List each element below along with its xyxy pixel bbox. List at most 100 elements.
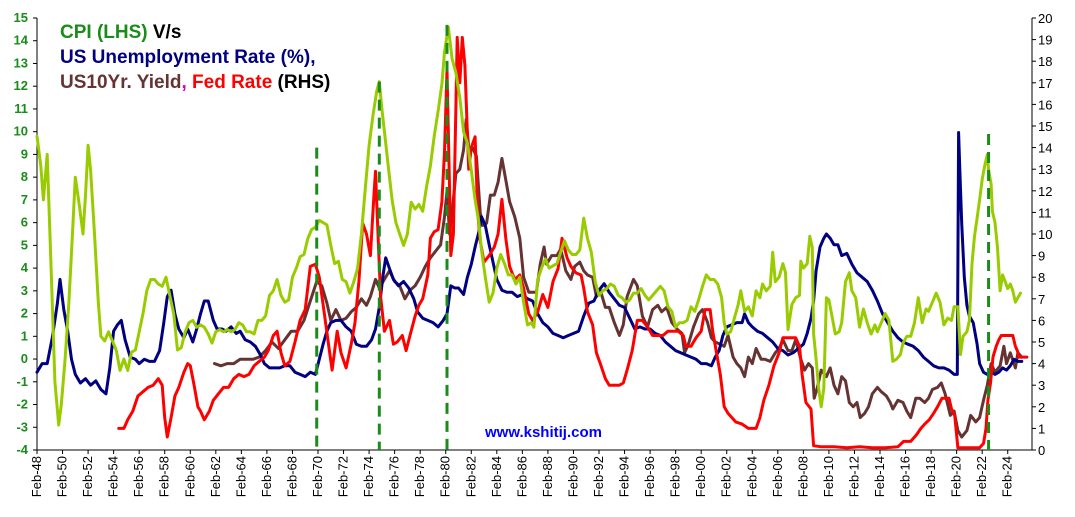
- left-tick-label: 0: [21, 351, 28, 366]
- left-tick-label: -2: [16, 397, 28, 412]
- right-tick-label: 15: [1038, 119, 1052, 134]
- x-tick-label: Feb-80: [438, 456, 453, 497]
- legend-cpi: CPI (LHS): [60, 22, 148, 43]
- left-tick-label: 7: [21, 192, 28, 207]
- x-tick-label: Feb-14: [872, 456, 887, 497]
- x-tick-label: Feb-24: [1000, 456, 1015, 497]
- right-tick-label: 10: [1038, 227, 1052, 242]
- yield-line: [213, 118, 1024, 439]
- x-tick-label: Feb-04: [744, 456, 759, 497]
- watermark-text: www.kshitij.com: [484, 424, 602, 441]
- left-tick-label: -1: [16, 374, 28, 389]
- x-tick-label: Feb-48: [29, 456, 44, 497]
- fed-rate-line: [117, 35, 1029, 450]
- right-tick-label: 8: [1038, 270, 1045, 285]
- x-tick-label: Feb-96: [642, 456, 657, 497]
- legend-vs: V/s: [148, 22, 182, 43]
- x-tick-label: Feb-82: [463, 456, 478, 497]
- legend-rhs: (RHS): [272, 72, 330, 93]
- x-tick-label: Feb-06: [770, 456, 785, 497]
- x-tick-label: Feb-00: [693, 456, 708, 497]
- x-tick-label: Feb-58: [157, 456, 172, 497]
- x-tick-label: Feb-66: [259, 456, 274, 497]
- right-tick-label: 11: [1038, 205, 1052, 220]
- right-tick-label: 6: [1038, 313, 1045, 328]
- x-tick-label: Feb-20: [949, 456, 964, 497]
- x-tick-label: Feb-12: [846, 456, 861, 497]
- left-tick-label: 6: [21, 215, 28, 230]
- x-tick-label: Feb-88: [540, 456, 555, 497]
- x-tick-label: Feb-62: [208, 456, 223, 497]
- right-tick-label: 16: [1038, 97, 1052, 112]
- right-tick-label: 9: [1038, 249, 1045, 264]
- legend-unemployment: US Unemployment Rate (%),: [60, 47, 315, 68]
- right-tick-label: 12: [1038, 184, 1052, 199]
- series-layer: [35, 25, 1029, 450]
- right-tick-label: 7: [1038, 292, 1045, 307]
- right-tick-label: 18: [1038, 54, 1052, 69]
- plot-area: [37, 18, 1032, 450]
- left-tick-label: 3: [21, 283, 28, 298]
- right-tick-label: 3: [1038, 378, 1045, 393]
- right-tick-label: 0: [1038, 443, 1045, 458]
- x-tick-label: Feb-86: [514, 456, 529, 497]
- unemployment-line: [35, 131, 1024, 396]
- x-tick-label: Feb-84: [489, 456, 504, 497]
- left-tick-label: 1: [21, 328, 28, 343]
- x-tick-label: Feb-60: [182, 456, 197, 497]
- right-tick-label: 20: [1038, 11, 1052, 26]
- left-tick-label: 10: [14, 124, 28, 139]
- legend-fed: Fed Rate: [187, 72, 273, 93]
- left-tick-label: -3: [16, 419, 28, 434]
- x-tick-label: Feb-76: [387, 456, 402, 497]
- x-tick-label: Feb-50: [55, 456, 70, 497]
- right-tick-label: 14: [1038, 141, 1052, 156]
- legend: CPI (LHS) V/s US Unemployment Rate (%), …: [60, 22, 330, 93]
- legend-yield: US10Yr. Yield: [60, 72, 181, 93]
- left-tick-label: 9: [21, 146, 28, 161]
- right-tick-label: 4: [1038, 357, 1045, 372]
- x-tick-label: Feb-08: [795, 456, 810, 497]
- left-tick-label: 15: [14, 10, 28, 25]
- x-tick-label: Feb-90: [565, 456, 580, 497]
- right-tick-label: 13: [1038, 162, 1052, 177]
- x-tick-label: Feb-94: [617, 456, 632, 497]
- left-tick-label: 2: [21, 306, 28, 321]
- right-tick-label: 17: [1038, 76, 1052, 91]
- x-tick-label: Feb-78: [412, 456, 427, 497]
- cpi-line: [35, 25, 1022, 427]
- right-tick-label: 2: [1038, 400, 1045, 415]
- right-tick-label: 5: [1038, 335, 1045, 350]
- left-tick-label: 11: [14, 101, 28, 116]
- x-tick-label: Feb-16: [898, 456, 913, 497]
- vertical-markers: [315, 24, 991, 450]
- x-tick-label: Feb-70: [310, 456, 325, 497]
- x-tick-label: Feb-52: [80, 456, 95, 497]
- left-tick-label: 4: [21, 260, 29, 275]
- x-tick-label: Feb-92: [591, 456, 606, 497]
- x-tick-label: Feb-98: [668, 456, 683, 497]
- x-tick-label: Feb-22: [974, 456, 989, 497]
- left-tick-label: -4: [16, 442, 28, 457]
- x-tick-label: Feb-02: [719, 456, 734, 497]
- axes: -4-3-2-101234567891011121314150123456789…: [14, 10, 1053, 497]
- x-tick-label: Feb-64: [233, 456, 248, 497]
- left-tick-label: 8: [21, 169, 28, 184]
- left-tick-label: 13: [14, 55, 28, 70]
- left-tick-label: 14: [14, 33, 29, 48]
- right-tick-label: 19: [1038, 33, 1052, 48]
- x-tick-label: Feb-10: [821, 456, 836, 497]
- x-tick-label: Feb-68: [284, 456, 299, 497]
- x-tick-label: Feb-54: [106, 456, 121, 497]
- x-tick-label: Feb-72: [336, 456, 351, 497]
- svg-text:US10Yr. Yield, Fed Rate (RHS): US10Yr. Yield, Fed Rate (RHS): [60, 72, 330, 93]
- svg-text:CPI (LHS) V/s: CPI (LHS) V/s: [60, 22, 181, 43]
- x-tick-label: Feb-18: [923, 456, 938, 497]
- x-tick-label: Feb-56: [131, 456, 146, 497]
- right-tick-label: 1: [1038, 421, 1045, 436]
- legend-comma: ,: [181, 72, 186, 93]
- left-tick-label: 12: [14, 78, 28, 93]
- x-tick-label: Feb-74: [361, 456, 376, 497]
- left-tick-label: 5: [21, 237, 28, 252]
